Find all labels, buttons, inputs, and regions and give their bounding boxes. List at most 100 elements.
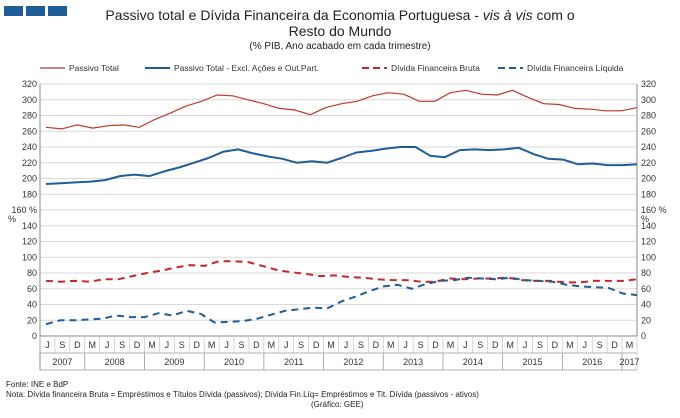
- x-year-label: 2017: [620, 357, 640, 367]
- line-chart: 0 0 20 20 40 40 60 60 80 80 100 100 120 120 140 140 160 …: [8, 63, 667, 371]
- x-year-label: 2011: [284, 357, 303, 367]
- y-tick-label-right: 100: [641, 252, 656, 262]
- y-axis-label-right: %: [641, 214, 649, 224]
- y-tick-label-left: 300: [22, 95, 37, 105]
- y-tick-label-right: 160 %: [641, 205, 667, 215]
- y-tick-label-right: 180: [641, 189, 656, 199]
- x-tick-label: M: [566, 340, 574, 350]
- y-tick-label-left: 280: [22, 111, 37, 121]
- y-tick-label-right: 240: [641, 142, 656, 152]
- x-year-label: 2014: [463, 357, 483, 367]
- chart-footer: Fonte: INE e BdP Nota: Dívida financeira…: [6, 380, 606, 410]
- logo-block: [48, 6, 67, 16]
- y-tick-label-right: 40: [641, 300, 651, 310]
- y-tick-label-left: 40: [27, 300, 37, 310]
- y-tick-label-right: 60: [641, 284, 651, 294]
- y-tick-label-left: 120: [22, 237, 37, 247]
- y-tick-label-right: 80: [641, 268, 651, 278]
- chart-title-part-a: Passivo total e Dívida Financeira da Eco…: [105, 7, 483, 23]
- y-tick-label-right: 320: [641, 79, 656, 89]
- chart-credit: (Gráfico: GEE): [311, 400, 364, 409]
- x-tick-label: J: [523, 340, 528, 350]
- y-tick-label-right: 0: [641, 331, 646, 341]
- x-tick-label: M: [88, 340, 96, 350]
- x-tick-label: D: [193, 340, 200, 350]
- x-tick-label: J: [463, 340, 468, 350]
- x-tick-label: S: [59, 340, 65, 350]
- chart-title-line1: Passivo total e Dívida Financeira da Eco…: [40, 7, 640, 23]
- x-tick-label: S: [179, 340, 185, 350]
- x-tick-label: M: [626, 340, 634, 350]
- series-line: [45, 276, 638, 326]
- definition-note: Nota: Dívida financeira Bruta = Emprésti…: [6, 390, 479, 399]
- x-tick-label: D: [313, 340, 320, 350]
- x-tick-label: M: [208, 340, 216, 350]
- x-year-label: 2016: [582, 357, 602, 367]
- y-tick-label-left: 100: [22, 252, 37, 262]
- x-tick-label: D: [134, 340, 141, 350]
- x-tick-label: D: [432, 340, 439, 350]
- x-tick-label: S: [238, 340, 244, 350]
- y-tick-label-left: 320: [22, 79, 37, 89]
- legend-label: Dívida Financeira Líquida: [527, 63, 624, 73]
- chart-title-line2: Resto do Mundo: [288, 23, 392, 39]
- y-tick-label-left: 20: [27, 315, 37, 325]
- legend-label: Passivo Total: [69, 63, 119, 73]
- x-year-label: 2010: [224, 357, 244, 367]
- x-year-label: 2007: [52, 357, 72, 367]
- logo-block: [4, 6, 23, 16]
- chart-subtitle: (% PIB, Ano acabado em cada trimestre): [249, 41, 431, 52]
- chart-title: Passivo total e Dívida Financeira da Eco…: [40, 7, 640, 39]
- x-tick-label: S: [298, 340, 304, 350]
- y-tick-label-right: 200: [641, 174, 656, 184]
- x-tick-label: J: [583, 340, 588, 350]
- y-tick-label-left: 220: [22, 158, 37, 168]
- x-tick-label: D: [552, 340, 559, 350]
- x-year-label: 2008: [105, 357, 125, 367]
- x-year-label: 2013: [403, 357, 423, 367]
- x-tick-label: J: [105, 340, 110, 350]
- x-tick-label: D: [253, 340, 260, 350]
- y-tick-label-right: 140: [641, 221, 656, 231]
- x-year-label: 2012: [343, 357, 363, 367]
- x-tick-label: S: [537, 340, 543, 350]
- chart-title-italic: vis à vis: [482, 7, 533, 23]
- chart-title-part-c: com o: [532, 7, 575, 23]
- y-tick-label-right: 20: [641, 315, 651, 325]
- x-tick-label: J: [45, 340, 50, 350]
- x-tick-label: S: [597, 340, 603, 350]
- y-tick-label-left: 260: [22, 126, 37, 136]
- x-tick-label: S: [477, 340, 483, 350]
- x-tick-label: M: [327, 340, 335, 350]
- series-line: [45, 89, 638, 130]
- x-tick-label: S: [418, 340, 424, 350]
- y-tick-label-left: 200: [22, 174, 37, 184]
- series-line: [45, 260, 638, 284]
- y-tick-label-right: 300: [641, 95, 656, 105]
- y-tick-label-right: 220: [641, 158, 656, 168]
- legend-label: Passivo Total - Excl. Ações e Out.Part.: [174, 63, 319, 73]
- x-tick-label: J: [403, 340, 408, 350]
- y-tick-label-left: 0: [32, 331, 37, 341]
- x-tick-label: D: [492, 340, 499, 350]
- x-tick-label: M: [387, 340, 395, 350]
- x-tick-label: J: [344, 340, 349, 350]
- y-tick-label-right: 260: [641, 126, 656, 136]
- y-tick-label-left: 160 %: [11, 205, 37, 215]
- y-axis-label-left: %: [8, 214, 16, 224]
- y-tick-label-left: 60: [27, 284, 37, 294]
- x-tick-label: J: [224, 340, 229, 350]
- y-tick-label-right: 120: [641, 237, 656, 247]
- source-note: Fonte: INE e BdP: [6, 380, 69, 389]
- x-tick-label: D: [611, 340, 618, 350]
- x-year-label: 2009: [164, 357, 184, 367]
- y-tick-label-left: 140: [22, 221, 37, 231]
- x-tick-label: J: [165, 340, 170, 350]
- x-tick-label: S: [119, 340, 125, 350]
- y-tick-label-right: 280: [641, 111, 656, 121]
- y-tick-label-left: 80: [27, 268, 37, 278]
- logo-block: [26, 6, 45, 16]
- x-tick-label: D: [373, 340, 380, 350]
- series-line: [45, 146, 638, 185]
- x-year-label: 2015: [523, 357, 543, 367]
